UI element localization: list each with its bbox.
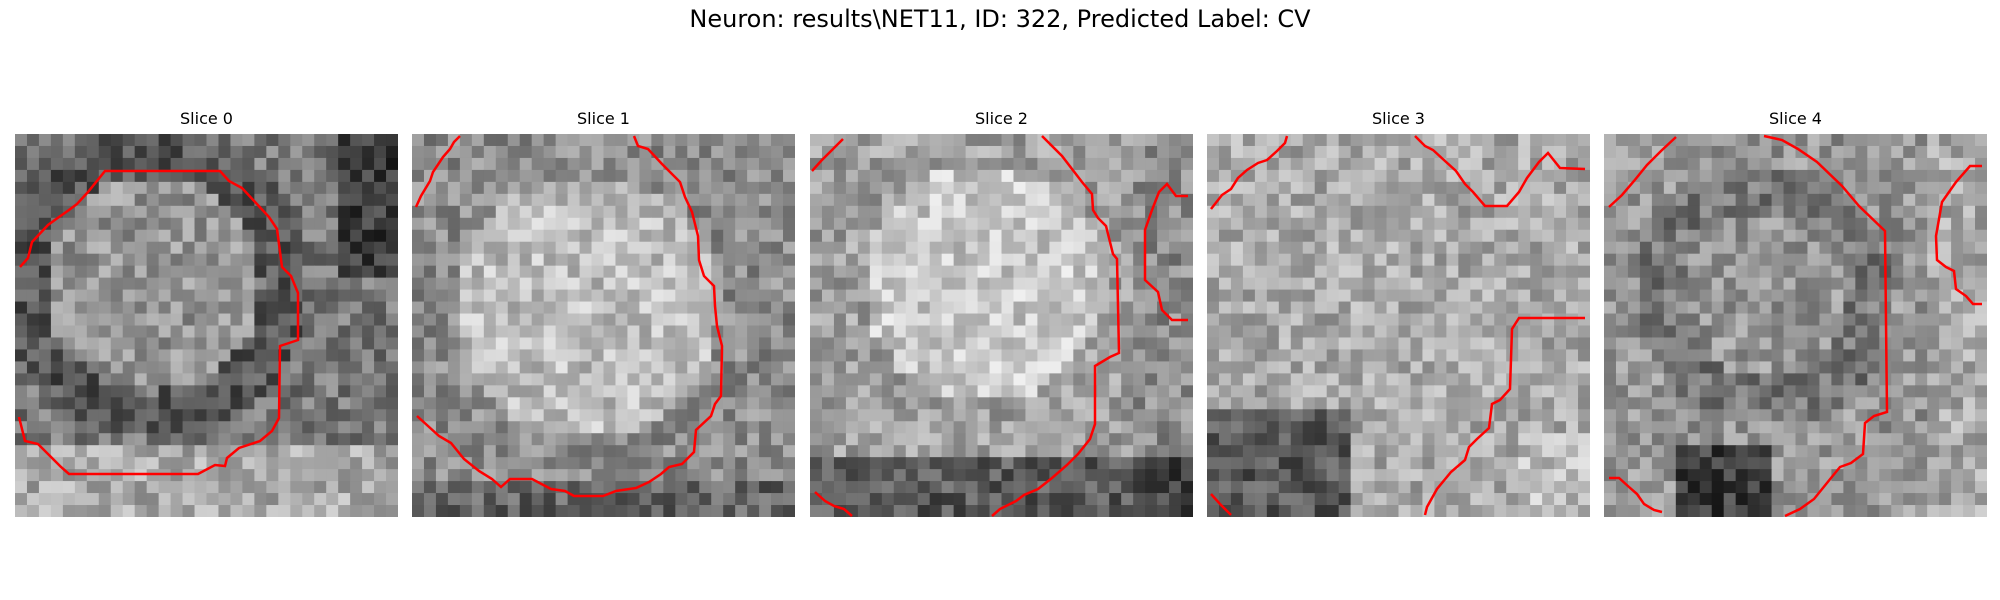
slice-title: Slice 2 <box>975 109 1028 128</box>
segmentation-contour <box>814 491 853 517</box>
slice-title: Slice 4 <box>1769 109 1822 128</box>
segmentation-contour <box>1609 476 1663 514</box>
segmentation-contour <box>17 169 300 476</box>
slice-title: Slice 3 <box>1372 109 1425 128</box>
segmentation-contour-overlay <box>1210 135 1586 516</box>
grayscale-slice-image <box>1604 134 1987 517</box>
segmentation-contour-overlay <box>414 135 724 498</box>
slice-panel-1: Slice 1 <box>412 108 795 517</box>
segmentation-contour-overlay <box>1608 134 1982 517</box>
segmentation-contour <box>991 135 1121 517</box>
figure-title: Neuron: results\NET11, ID: 322, Predicte… <box>689 5 1311 33</box>
slice-panel-2: Slice 2 <box>810 108 1193 517</box>
slice-panel-4: Slice 4 <box>1604 108 1987 517</box>
segmentation-contour-overlay <box>17 169 300 476</box>
segmentation-contour <box>1143 182 1188 322</box>
segmentation-contour <box>416 135 724 498</box>
slice-image-0 <box>15 134 398 517</box>
slice-title: Slice 1 <box>577 109 630 128</box>
segmentation-contour <box>811 138 844 172</box>
grayscale-slice-image <box>412 134 795 517</box>
slice-image-3 <box>1207 134 1590 517</box>
segmentation-contour <box>1763 134 1889 517</box>
slice-title: Slice 0 <box>180 109 233 128</box>
slice-image-2 <box>810 134 1193 517</box>
slice-image-1 <box>412 134 795 517</box>
slice-image-4 <box>1604 134 1987 517</box>
segmentation-contour-overlay <box>811 135 1188 517</box>
slice-panel-3: Slice 3 <box>1207 108 1590 517</box>
segmentation-contour <box>1934 164 1982 306</box>
segmentation-contour <box>414 135 461 208</box>
segmentation-contour <box>1414 135 1586 208</box>
slice-panel-0: Slice 0 <box>15 108 398 517</box>
segmentation-contour <box>1210 135 1289 210</box>
segmentation-contour <box>1210 493 1232 516</box>
grayscale-slice-image <box>15 134 398 517</box>
grayscale-slice-image <box>1207 134 1590 517</box>
segmentation-contour <box>1423 316 1585 516</box>
segmentation-contour <box>1608 136 1677 208</box>
